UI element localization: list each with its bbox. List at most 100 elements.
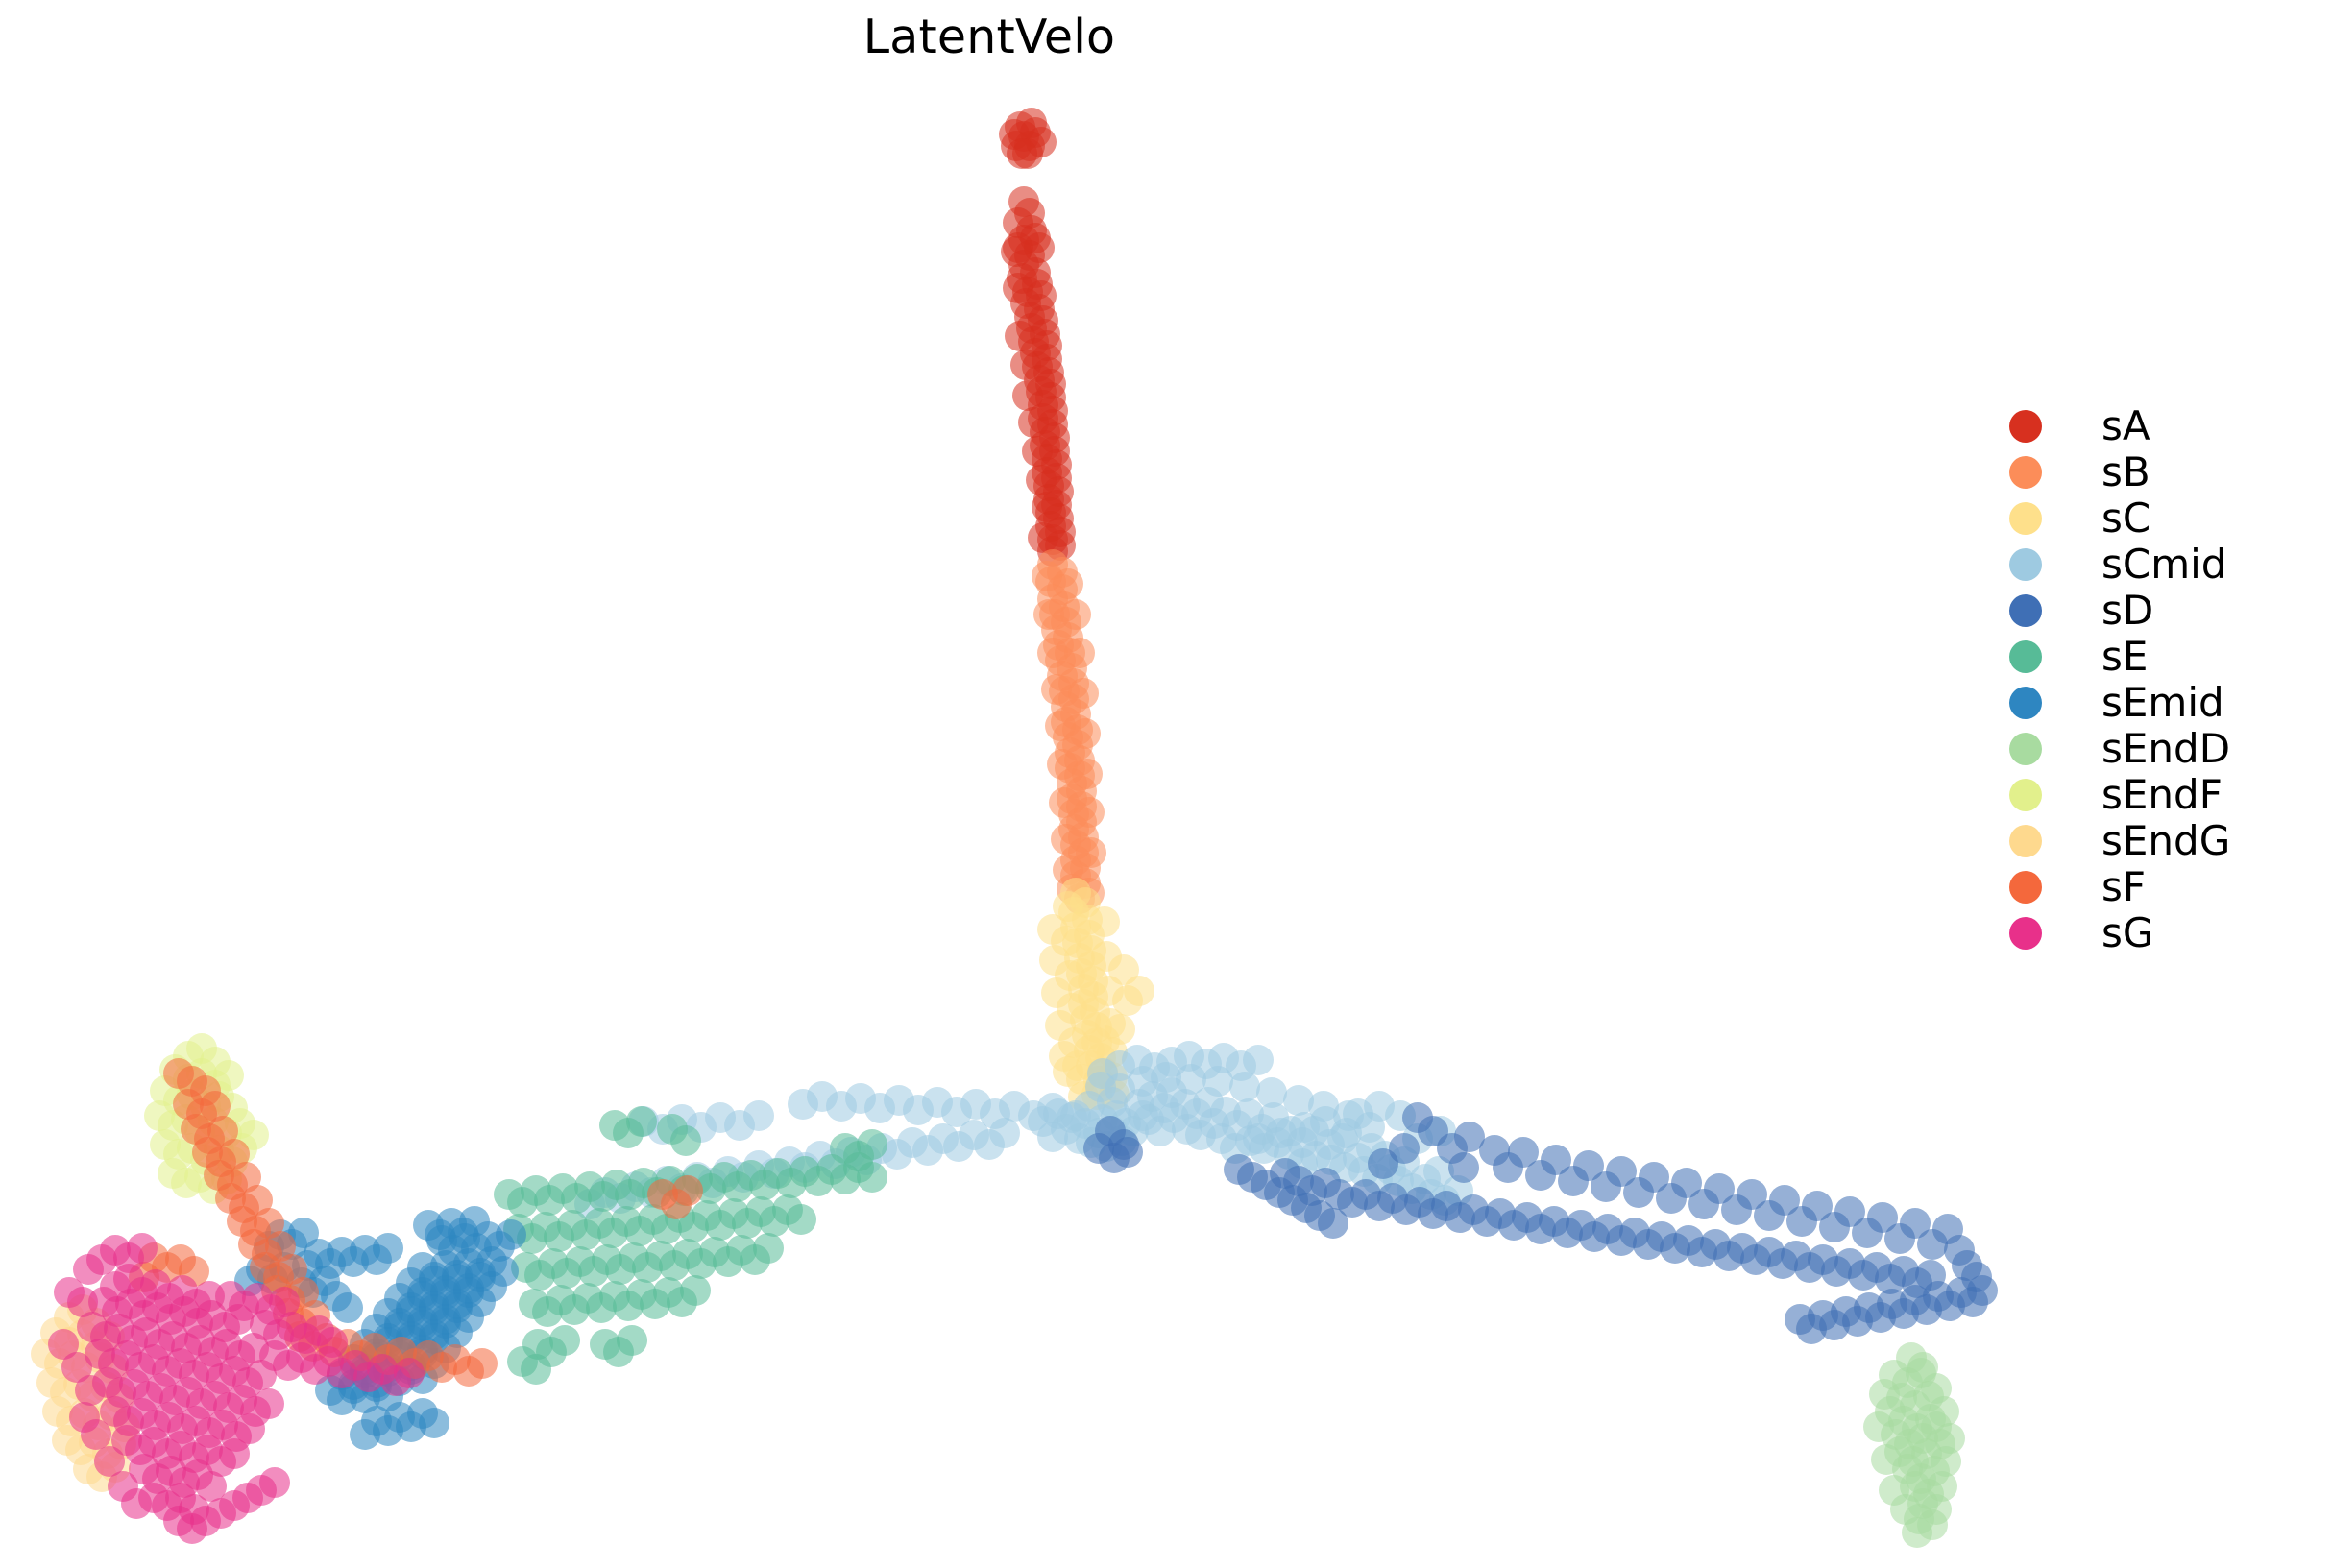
data-point: [1890, 1494, 1921, 1525]
data-point: [48, 1329, 79, 1360]
data-point: [670, 1125, 701, 1156]
data-point: [196, 1471, 227, 1502]
data-point: [1003, 273, 1033, 303]
legend-item-sEndG[interactable]: sEndG: [2009, 818, 2332, 864]
legend-item-sEmid[interactable]: sEmid: [2009, 680, 2332, 726]
series-sE: [494, 1106, 887, 1385]
data-point: [1007, 138, 1037, 169]
series-sB: [1032, 549, 1106, 914]
data-point: [1112, 1137, 1143, 1168]
data-point: [127, 1233, 158, 1264]
data-point: [857, 1129, 887, 1160]
legend-swatch-icon: [2009, 640, 2042, 673]
data-point: [1039, 945, 1070, 976]
legend-item-sF[interactable]: sF: [2009, 864, 2332, 910]
data-point: [1032, 492, 1062, 522]
data-point: [1018, 407, 1049, 438]
data-point: [254, 1388, 284, 1419]
data-point: [1448, 1152, 1479, 1183]
legend-label: sEndF: [2101, 771, 2223, 818]
data-point: [1318, 1208, 1348, 1239]
data-point: [1022, 436, 1053, 467]
data-point: [1037, 638, 1068, 668]
data-point: [1834, 1196, 1865, 1227]
legend-label: sG: [2101, 909, 2154, 956]
data-point: [234, 1413, 265, 1444]
data-point: [1072, 759, 1103, 789]
data-point: [1606, 1156, 1637, 1187]
data-point: [94, 1446, 125, 1477]
data-point: [163, 1506, 194, 1536]
data-point: [350, 1419, 380, 1450]
legend-swatch-icon: [2009, 594, 2042, 627]
data-point: [1931, 1446, 1961, 1477]
data-point: [1785, 1304, 1815, 1335]
legend-swatch-icon: [2009, 548, 2042, 581]
data-point: [317, 1327, 348, 1358]
data-point: [332, 1292, 363, 1323]
legend-item-sEndF[interactable]: sEndF: [2009, 772, 2332, 818]
data-point: [1243, 1045, 1274, 1075]
data-point: [1389, 1133, 1420, 1164]
data-point: [238, 1120, 269, 1150]
data-point: [1863, 1411, 1894, 1442]
data-point: [1070, 718, 1101, 749]
data-point: [1508, 1137, 1539, 1168]
data-point: [1869, 1379, 1900, 1410]
data-point: [1896, 1342, 1927, 1373]
data-point: [1045, 711, 1076, 741]
legend-item-sC[interactable]: sC: [2009, 495, 2332, 542]
data-point: [496, 1219, 526, 1250]
data-point: [1105, 1014, 1135, 1045]
data-point: [1541, 1145, 1571, 1175]
data-point: [269, 1287, 300, 1317]
legend-label: sEndG: [2101, 817, 2231, 864]
data-point: [259, 1467, 290, 1498]
data-point: [1010, 350, 1041, 380]
data-point: [67, 1287, 98, 1317]
data-point: [121, 1488, 152, 1519]
legend-label: sA: [2101, 402, 2150, 449]
series-sG: [48, 1233, 425, 1544]
series-sD: [1083, 1102, 1998, 1344]
legend-label: sD: [2101, 587, 2154, 634]
data-point: [1005, 321, 1035, 351]
data-point: [207, 1116, 238, 1146]
data-point: [242, 1185, 273, 1216]
page-title: LatentVelo: [862, 10, 1116, 64]
legend-item-sA[interactable]: sA: [2009, 403, 2332, 449]
data-point: [786, 1204, 816, 1235]
data-point: [1026, 465, 1057, 495]
legend-item-sE[interactable]: sE: [2009, 634, 2332, 680]
legend-item-sEndD[interactable]: sEndD: [2009, 726, 2332, 772]
data-point: [254, 1208, 284, 1239]
legend-swatch-icon: [2009, 502, 2042, 535]
legend-swatch-icon: [2009, 871, 2042, 904]
legend-item-sB[interactable]: sB: [2009, 449, 2332, 495]
data-point: [1871, 1444, 1902, 1475]
legend-swatch-icon: [2009, 779, 2042, 811]
data-point: [394, 1358, 425, 1388]
series-sA: [999, 108, 1076, 567]
data-point: [1769, 1185, 1800, 1216]
data-point: [467, 1348, 498, 1379]
data-point: [1454, 1122, 1485, 1152]
legend-item-sCmid[interactable]: sCmid: [2009, 542, 2332, 588]
data-point: [521, 1354, 551, 1385]
data-point: [1028, 522, 1058, 553]
legend-label: sCmid: [2101, 541, 2227, 588]
data-point: [1049, 787, 1080, 818]
data-point: [1045, 1010, 1076, 1041]
data-point: [672, 1175, 703, 1206]
data-point: [1639, 1162, 1669, 1193]
data-point: [617, 1325, 647, 1356]
data-point: [1068, 678, 1099, 709]
legend-item-sD[interactable]: sD: [2009, 588, 2332, 634]
legend-item-sG[interactable]: sG: [2009, 910, 2332, 956]
legend-label: sF: [2101, 863, 2147, 910]
data-point: [1051, 824, 1081, 855]
data-point: [1089, 906, 1120, 937]
data-point: [1076, 837, 1106, 868]
